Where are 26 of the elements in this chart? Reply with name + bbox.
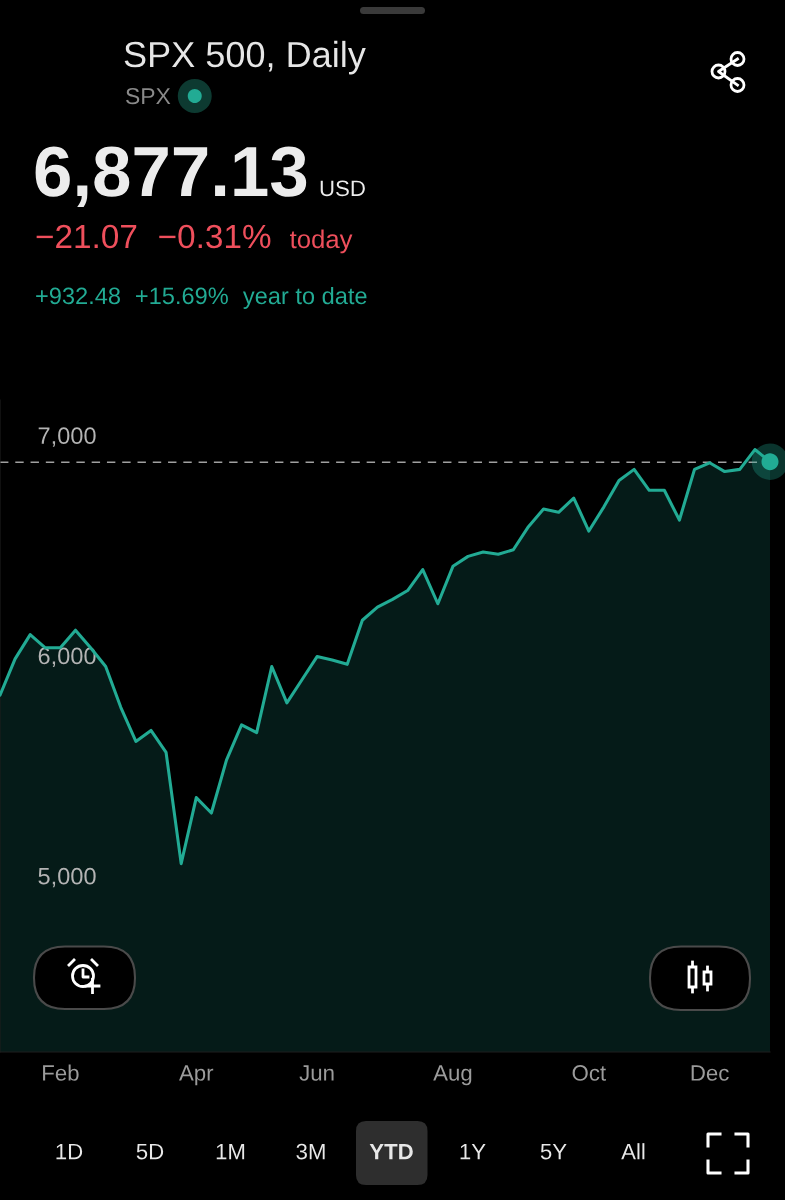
text: 5D xyxy=(136,1143,164,1160)
text: 5Y xyxy=(540,1143,567,1160)
text: YTD xyxy=(369,1143,413,1160)
x-tick-label: Aug xyxy=(433,1065,472,1086)
x-tick-label: Dec xyxy=(691,1065,729,1081)
chart-subtitle: SPX xyxy=(126,88,171,105)
text: year to date xyxy=(242,286,367,309)
x-tick-label: Jun xyxy=(299,1065,334,1081)
chart-title: SPX 500, Daily xyxy=(124,40,366,75)
x-tick-label: Apr xyxy=(179,1065,214,1086)
text: −0.31% xyxy=(159,224,271,249)
x-tick-label: Feb xyxy=(43,1064,79,1081)
x-tick-label: Oct xyxy=(572,1065,606,1081)
text: +15.69% xyxy=(136,287,228,305)
text: 6,877.13 xyxy=(35,146,307,207)
text: USD xyxy=(320,180,365,197)
text: 1M xyxy=(216,1143,245,1160)
text: 1Y xyxy=(460,1143,486,1160)
y-tick-label: 7,000 xyxy=(38,427,96,447)
text: 1D xyxy=(56,1143,83,1160)
text: today xyxy=(290,229,353,254)
text: 3M xyxy=(296,1143,325,1160)
text: +932.48 xyxy=(36,287,120,305)
text: −21.07 xyxy=(36,224,137,249)
text: All xyxy=(621,1143,645,1160)
y-tick-label: 5,000 xyxy=(38,867,96,888)
